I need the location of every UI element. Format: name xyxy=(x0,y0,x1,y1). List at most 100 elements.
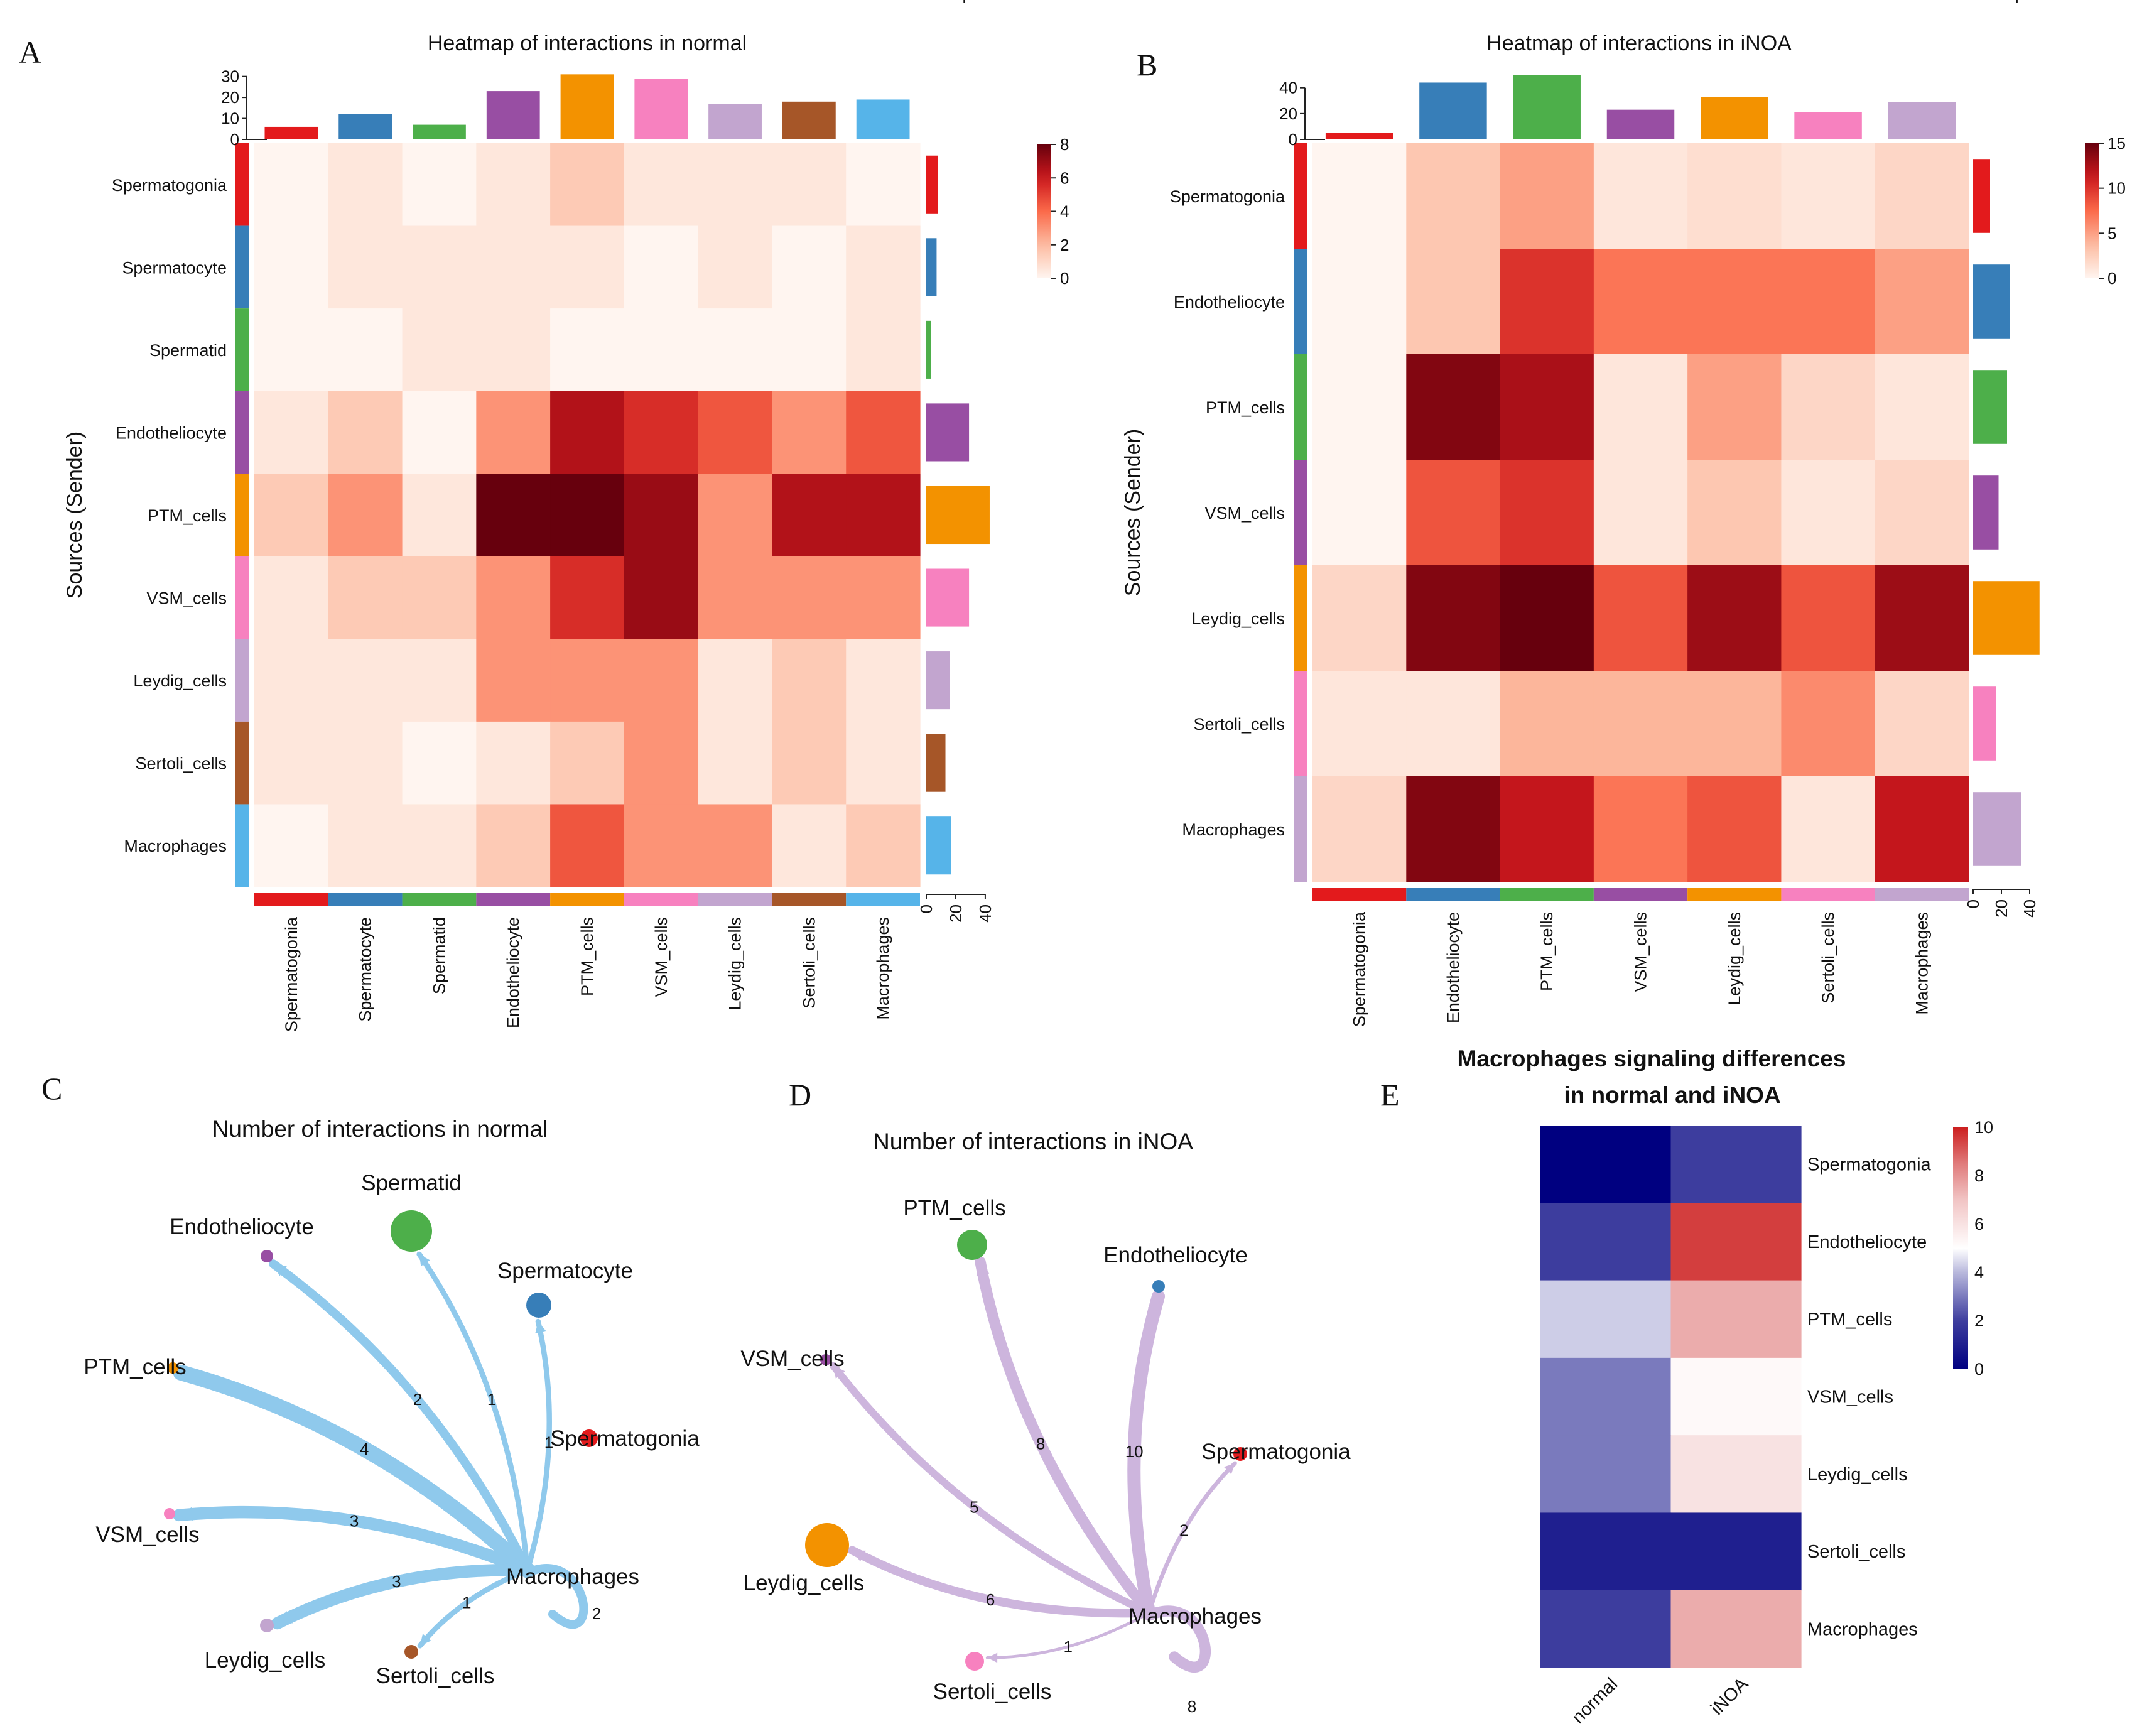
diff-cell-endotheliocyte-normal xyxy=(1540,1203,1672,1281)
col-color-leydig-cells xyxy=(1687,888,1782,901)
node-label-spermatogonia: Spermatogonia xyxy=(1201,1440,1351,1464)
node-label-spermatid: Spermatid xyxy=(361,1171,462,1195)
right-bar-endotheliocyte xyxy=(1973,264,2010,339)
heatmap-cell-sertoli-cells-vsm-cells xyxy=(624,721,699,805)
top-bar-leydig-cells xyxy=(708,104,762,139)
col-label-vsm-cells: VSM_cells xyxy=(1631,912,1650,992)
col-label-macrophages: Macrophages xyxy=(874,917,892,1020)
edge-self-macrophages xyxy=(1144,1605,1211,1673)
heatmap-cell-spermatogonia-sertoli-cells xyxy=(1781,143,1876,249)
top-bar-endotheliocyte xyxy=(486,91,540,139)
row-label-macrophages: Macrophages xyxy=(124,837,227,855)
node-leydig-cells xyxy=(805,1523,849,1567)
node-label-leydig-cells: Leydig_cells xyxy=(744,1571,865,1595)
row-label-leydig-cells: Leydig_cells xyxy=(133,671,227,690)
edge-arrow-endotheliocyte xyxy=(273,1264,287,1276)
diff-cell-vsm-cells-inoa xyxy=(1670,1357,1802,1436)
top-bar-spermatogonia xyxy=(264,126,318,139)
edge-vsm-cells xyxy=(829,1362,1153,1617)
heatmap-cell-ptm-cells-ptm-cells xyxy=(1500,354,1594,460)
edge-label-endotheliocyte: 2 xyxy=(413,1390,422,1409)
heatmap-cell-leydig-cells-leydig-cells xyxy=(1687,565,1782,671)
edge-label-ptm-cells: 8 xyxy=(1036,1435,1045,1453)
edge-endotheliocyte xyxy=(1127,1289,1166,1620)
edge-arrow-endotheliocyte xyxy=(1147,1296,1162,1312)
heatmap-cell-spermatocyte-spermatogonia xyxy=(254,225,329,309)
heatmap-cell-spermatogonia-endotheliocyte xyxy=(1406,143,1501,249)
heatmap-cell-endotheliocyte-endotheliocyte xyxy=(1406,249,1501,355)
right-bar-tick-label: 20 xyxy=(1992,899,2011,918)
top-bar-endotheliocyte xyxy=(1419,82,1487,139)
node-label-sertoli-cells: Sertoli_cells xyxy=(933,1679,1052,1704)
heatmap-cell-macrophages-sertoli-cells xyxy=(772,804,847,887)
diff-cell-ptm-cells-inoa xyxy=(1670,1280,1802,1359)
edge-label-leydig-cells: 3 xyxy=(392,1572,401,1591)
col-color-macrophages xyxy=(1875,888,1969,901)
row-color-macrophages xyxy=(1294,776,1307,882)
diff-cell-macrophages-normal xyxy=(1540,1590,1672,1668)
colorbar-tick-label: 15 xyxy=(2108,134,2126,153)
diff-cell-spermatogonia-inoa xyxy=(1670,1126,1802,1203)
heatmap-cell-leydig-cells-spermatid xyxy=(402,639,477,722)
node-ptm-cells xyxy=(957,1230,987,1260)
col-label-leydig-cells: Leydig_cells xyxy=(1725,912,1744,1006)
edge-arrow-spermatid xyxy=(419,1254,430,1267)
row-color-spermatocyte xyxy=(235,225,249,309)
edge-label-sertoli-cells: 1 xyxy=(462,1593,471,1612)
node-label-vsm-cells: VSM_cells xyxy=(740,1347,844,1371)
heatmap-cell-ptm-cells-leydig-cells xyxy=(698,474,773,557)
heatmap-cell-spermatid-spermatogonia xyxy=(254,308,329,392)
heatmap-cell-macrophages-spermatogonia xyxy=(254,804,329,887)
top-bar-leydig-cells xyxy=(1701,97,1768,139)
right-bar-leydig-cells xyxy=(926,651,950,710)
heatmap-cell-spermatocyte-endotheliocyte xyxy=(476,225,551,309)
edge-leydig-cells xyxy=(848,1546,1154,1618)
edge-ptm-cells xyxy=(975,1256,1155,1619)
heatmap-cell-vsm-cells-vsm-cells xyxy=(624,556,699,639)
top-bar-macrophages xyxy=(1888,102,1956,139)
heatmap-cell-spermatocyte-spermatocyte xyxy=(328,225,403,309)
col-label-vsm-cells: VSM_cells xyxy=(652,917,671,997)
heatmap-cell-vsm-cells-sertoli-cells xyxy=(1781,460,1876,566)
col-color-spermatogonia xyxy=(1312,888,1407,901)
col-color-ptm-cells xyxy=(550,893,624,906)
heatmap-cell-macrophages-leydig-cells xyxy=(698,804,773,887)
colorbar-tick-label: 0 xyxy=(2108,269,2116,288)
panel-b-heatmap-inoa: Heatmap of interactions in iNOA Spermatog… xyxy=(1121,0,2132,1027)
top-bar-sertoli-cells xyxy=(782,101,836,139)
heatmap-cell-ptm-cells-sertoli-cells xyxy=(772,474,847,557)
panel-letter-a: A xyxy=(19,35,41,70)
right-bar-spermatogonia xyxy=(1973,159,1990,233)
heatmap-cell-ptm-cells-sertoli-cells xyxy=(1781,354,1876,460)
heatmap-cell-vsm-cells-spermatid xyxy=(402,556,477,639)
heatmap-cell-vsm-cells-macrophages xyxy=(846,556,921,639)
right-bar-endotheliocyte xyxy=(926,403,970,462)
heatmap-cell-ptm-cells-macrophages xyxy=(846,474,921,557)
row-color-ptm-cells xyxy=(235,474,249,556)
edge-arrow-spermatogonia xyxy=(1223,1463,1235,1475)
node-spermatid xyxy=(391,1210,432,1252)
diff-cell-sertoli-cells-normal xyxy=(1540,1512,1672,1591)
heatmap-cell-vsm-cells-leydig-cells xyxy=(1687,460,1782,566)
heatmap-cell-spermatocyte-macrophages xyxy=(846,225,921,309)
heatmap-cell-ptm-cells-macrophages xyxy=(1875,354,1969,460)
col-label-ptm-cells: PTM_cells xyxy=(1537,912,1556,991)
colorbar-tick-label: 0 xyxy=(1060,269,1069,288)
top-bar-vsm-cells xyxy=(1606,109,1675,139)
row-color-ptm-cells xyxy=(1294,354,1307,460)
top-bar-ptm-cells xyxy=(1513,75,1581,139)
heatmap-cell-endotheliocyte-vsm-cells xyxy=(1593,249,1688,355)
edge-ptm-cells xyxy=(173,1364,536,1578)
heatmap-cell-leydig-cells-spermatocyte xyxy=(328,639,403,722)
right-bar-leydig-cells xyxy=(1973,581,2040,655)
diff-cell-vsm-cells-normal xyxy=(1540,1357,1672,1436)
right-bar-vsm-cells xyxy=(1973,475,1999,550)
heatmap-cell-spermatogonia-macrophages xyxy=(1875,143,1969,249)
heatmap-cell-macrophages-endotheliocyte xyxy=(476,804,551,887)
heatmap-cell-macrophages-spermatocyte xyxy=(328,804,403,887)
heatmap-cell-ptm-cells-endotheliocyte xyxy=(1406,354,1501,460)
chart-title: Number of interactions in normal xyxy=(212,1116,548,1142)
heatmap-cell-leydig-cells-macrophages xyxy=(1875,565,1969,671)
node-label-endotheliocyte: Endotheliocyte xyxy=(1103,1243,1248,1267)
row-label-ptm-cells: PTM_cells xyxy=(148,506,227,525)
